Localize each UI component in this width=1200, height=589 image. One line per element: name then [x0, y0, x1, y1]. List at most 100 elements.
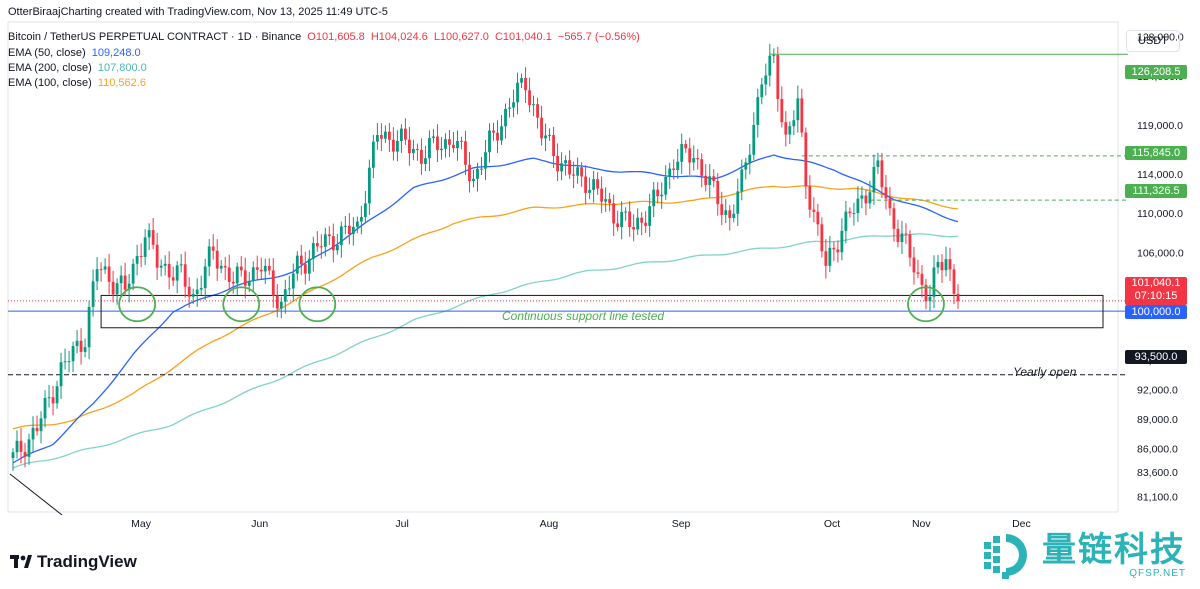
- candle-144: [588, 177, 592, 200]
- candle-51: [215, 239, 219, 281]
- candle-169: [688, 137, 692, 175]
- candle-4: [27, 433, 31, 465]
- candle-body: [412, 148, 415, 154]
- y-tick-label-11: 83,600.0: [1137, 467, 1178, 479]
- candle-body: [31, 427, 35, 440]
- candle-163: [664, 165, 668, 200]
- candle-body: [436, 136, 439, 151]
- candle-body: [452, 144, 455, 149]
- candle-221: [896, 219, 900, 248]
- candle-223: [904, 223, 908, 244]
- candle-72: [299, 244, 303, 276]
- candle-body: [560, 163, 563, 172]
- candle-159: [648, 193, 652, 237]
- y-axis: 128,000.0124,000.0119,000.0114,000.0110,…: [1137, 32, 1184, 504]
- candle-body: [235, 266, 239, 284]
- candle-body: [796, 98, 800, 121]
- ema100-legend[interactable]: EMA (100, close) 110,562.6: [8, 77, 149, 89]
- candle-115: [472, 169, 475, 188]
- candle-body: [27, 439, 31, 457]
- candle-body: [768, 55, 772, 76]
- candle-114: [468, 152, 471, 193]
- candle-body: [812, 209, 816, 212]
- tradingview-logo[interactable]: TradingView: [10, 552, 137, 572]
- candle-body: [127, 283, 131, 290]
- candle-22: [99, 262, 103, 282]
- symbol-title[interactable]: Bitcoin / TetherUS PERPETUAL CONTRACT · …: [8, 31, 302, 43]
- candle-body: [848, 211, 852, 214]
- candle-131: [536, 97, 539, 129]
- candle-8: [43, 390, 47, 428]
- symbol-line: Bitcoin / TetherUS PERPETUAL CONTRACT · …: [8, 31, 643, 43]
- candle-body: [600, 188, 604, 202]
- x-tick-label-jun: Jun: [251, 518, 268, 530]
- candle-body: [383, 131, 387, 139]
- watermark-title: 量链科技: [1042, 530, 1186, 569]
- candle-body: [379, 135, 383, 139]
- candle-147: [600, 176, 604, 214]
- candle-body: [804, 132, 808, 187]
- candle-body: [307, 258, 311, 274]
- candle-145: [592, 171, 596, 203]
- candle-74: [307, 250, 311, 281]
- candle-body: [932, 267, 936, 297]
- candle-122: [500, 114, 503, 145]
- ema200-label: EMA (200, close): [8, 62, 92, 74]
- candle-219: [888, 186, 892, 216]
- candle-body: [912, 257, 916, 273]
- candle-body: [712, 176, 716, 181]
- candle-21: [95, 257, 99, 291]
- candle-body: [544, 135, 547, 139]
- ema50-legend[interactable]: EMA (50, close) 109,248.0: [8, 47, 144, 59]
- candle-233: [944, 246, 948, 277]
- candle-126: [516, 72, 519, 115]
- candle-187: [760, 77, 764, 105]
- x-tick-label-nov: Nov: [912, 518, 931, 530]
- candle-body: [243, 270, 247, 286]
- candle-196: [796, 85, 800, 133]
- ema200-legend[interactable]: EMA (200, close) 107,800.0: [8, 62, 150, 74]
- plot-frame: [7, 21, 1119, 513]
- candle-body: [852, 213, 856, 215]
- y-tick-label-9: 89,000.0: [1137, 414, 1178, 426]
- candle-body: [616, 223, 620, 228]
- currency-label[interactable]: USDT: [1126, 30, 1180, 52]
- candle-76: [315, 231, 319, 252]
- ema200-value: 107,800.0: [97, 62, 147, 74]
- candle-86: [355, 216, 359, 234]
- candle-body: [540, 117, 543, 139]
- candle-158: [644, 211, 648, 234]
- candle-body: [303, 264, 307, 274]
- candle-body: [291, 273, 295, 289]
- candle-body: [299, 255, 303, 265]
- candle-body: [55, 386, 59, 404]
- candle-body: [564, 160, 567, 164]
- candle-73: [303, 251, 307, 285]
- candle-body: [920, 273, 924, 285]
- candle-body: [880, 160, 884, 188]
- candle-body: [79, 340, 83, 352]
- x-tick-label-sep: Sep: [672, 518, 691, 530]
- candle-body: [460, 140, 463, 142]
- candle-208: [844, 200, 848, 244]
- candle-body: [800, 98, 804, 133]
- candle-85: [351, 217, 355, 246]
- candle-body: [660, 194, 664, 197]
- candle-190: [772, 48, 776, 64]
- candle-210: [852, 202, 856, 226]
- candle-body: [824, 251, 828, 266]
- candle-112: [460, 136, 463, 150]
- candle-body: [420, 149, 423, 164]
- candle-body: [652, 189, 656, 207]
- candle-body: [484, 152, 487, 169]
- candle-97: [400, 124, 403, 153]
- candle-27: [119, 265, 123, 295]
- candle-body: [39, 418, 43, 432]
- candle-79: [327, 226, 331, 246]
- candle-201: [816, 203, 820, 236]
- candle-9: [47, 384, 51, 408]
- candle-body: [199, 288, 203, 290]
- candle-117: [480, 156, 483, 176]
- candle-body: [347, 225, 351, 235]
